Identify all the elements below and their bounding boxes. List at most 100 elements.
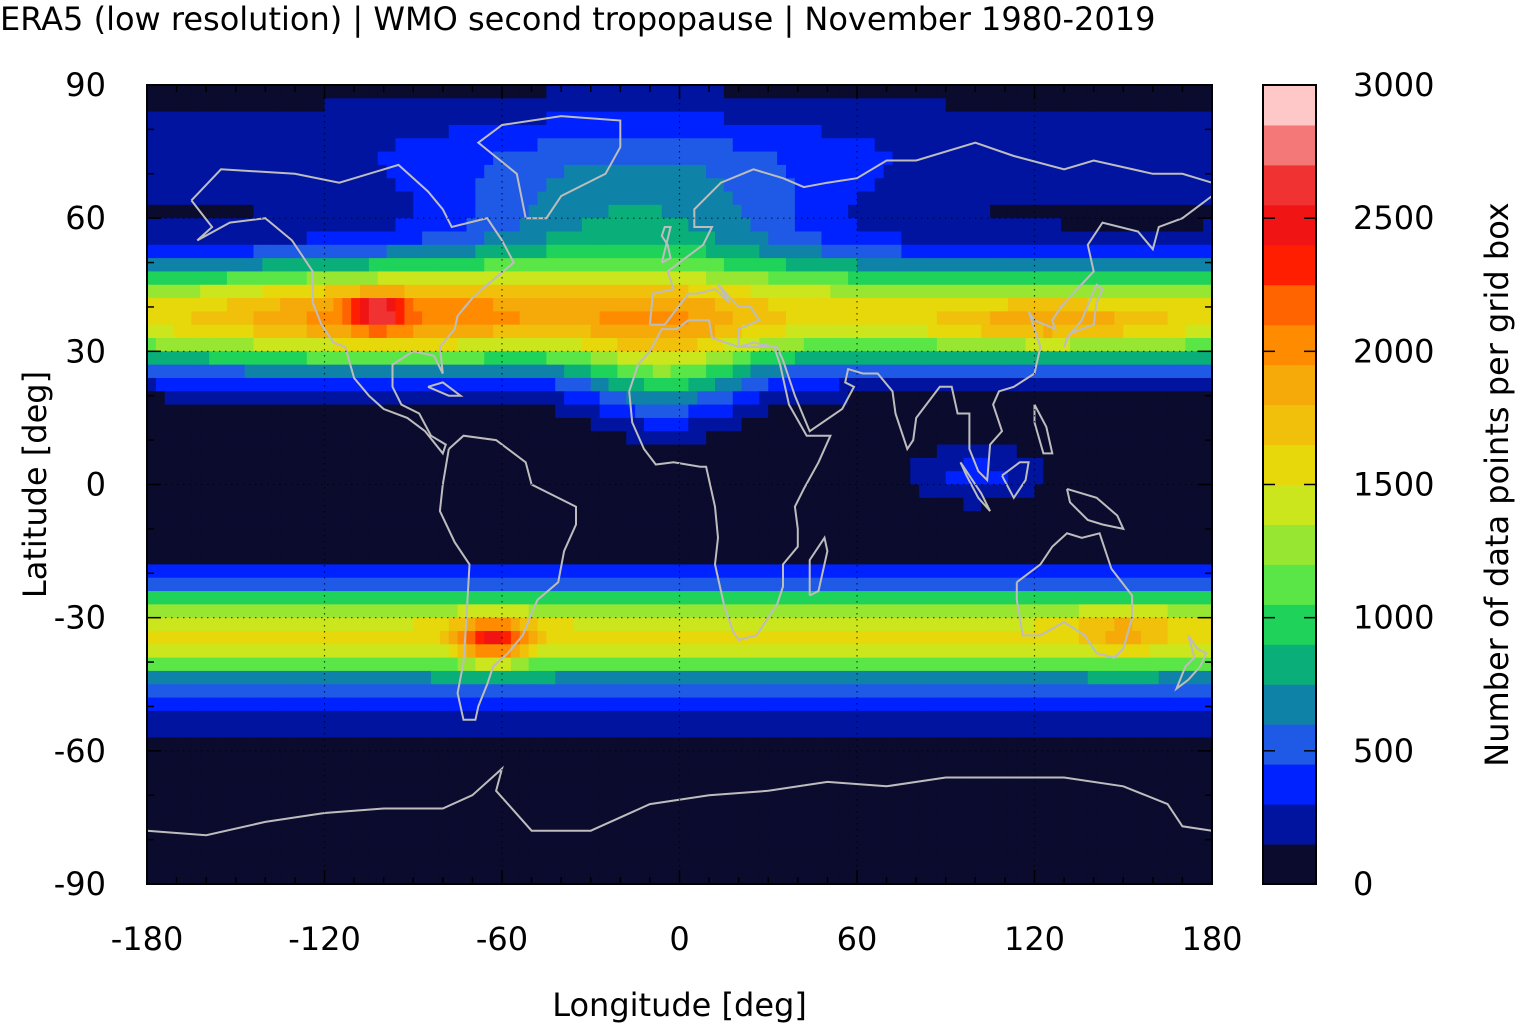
heatmap-cell bbox=[191, 204, 201, 219]
heatmap-cell bbox=[413, 564, 423, 579]
heatmap-cell bbox=[732, 218, 743, 233]
heatmap-cell bbox=[1070, 417, 1080, 432]
heatmap-cell bbox=[484, 218, 494, 233]
heatmap-cell bbox=[759, 298, 769, 312]
heatmap-cell bbox=[333, 497, 343, 512]
heatmap-cell bbox=[963, 271, 973, 286]
heatmap-cell bbox=[546, 564, 556, 579]
heatmap-cell bbox=[1070, 377, 1080, 392]
heatmap-cell bbox=[919, 191, 929, 206]
heatmap-cell bbox=[564, 457, 574, 472]
heatmap-cell bbox=[963, 404, 973, 419]
heatmap-cell bbox=[182, 564, 192, 579]
heatmap-cell bbox=[351, 258, 361, 273]
heatmap-cell bbox=[626, 338, 636, 352]
heatmap-cell bbox=[484, 591, 494, 605]
heatmap-cell bbox=[546, 431, 556, 446]
heatmap-cell bbox=[928, 351, 938, 366]
heatmap-cell bbox=[777, 284, 787, 299]
heatmap-cell bbox=[688, 124, 698, 139]
heatmap-cell bbox=[182, 138, 192, 153]
heatmap-cell bbox=[670, 311, 681, 326]
heatmap-cell bbox=[413, 85, 423, 99]
heatmap-cell bbox=[1149, 271, 1160, 286]
heatmap-cell bbox=[928, 218, 938, 233]
heatmap-cell bbox=[706, 178, 716, 193]
heatmap-cell bbox=[963, 151, 973, 166]
heatmap-cell bbox=[280, 617, 290, 632]
heatmap-cell bbox=[493, 377, 503, 392]
heatmap-cell bbox=[892, 444, 902, 459]
heatmap-cell bbox=[164, 324, 175, 339]
heatmap-cell bbox=[972, 111, 982, 126]
heatmap-cell bbox=[661, 178, 672, 193]
heatmap-cell bbox=[502, 284, 512, 299]
heatmap-cell bbox=[297, 577, 308, 592]
heatmap-cell bbox=[803, 244, 814, 259]
heatmap-cell bbox=[342, 298, 352, 312]
heatmap-cell bbox=[546, 98, 556, 113]
heatmap-cell bbox=[1096, 404, 1107, 419]
heatmap-cell bbox=[626, 497, 636, 512]
heatmap-cell bbox=[395, 351, 405, 366]
heatmap-cell bbox=[883, 111, 894, 126]
heatmap-cell bbox=[670, 471, 681, 486]
heatmap-cell bbox=[679, 271, 689, 286]
heatmap-cell bbox=[324, 85, 334, 99]
heatmap-cell bbox=[857, 311, 867, 326]
heatmap-cell bbox=[1025, 457, 1036, 472]
heatmap-cell bbox=[306, 484, 317, 499]
heatmap-cell bbox=[715, 617, 725, 632]
heatmap-cell bbox=[226, 404, 237, 419]
heatmap-cell bbox=[1052, 537, 1062, 552]
heatmap-cell bbox=[164, 351, 175, 366]
heatmap-cell bbox=[1203, 124, 1213, 139]
heatmap-cell bbox=[972, 338, 982, 352]
heatmap-cell bbox=[475, 151, 485, 166]
heatmap-cell bbox=[235, 564, 246, 579]
heatmap-cell bbox=[892, 457, 902, 472]
heatmap-cell bbox=[803, 617, 814, 632]
heatmap-cell bbox=[768, 351, 778, 366]
heatmap-cell bbox=[448, 444, 459, 459]
heatmap-cell bbox=[865, 258, 876, 273]
heatmap-cell bbox=[786, 617, 796, 632]
heatmap-cell bbox=[981, 484, 991, 499]
heatmap-cell bbox=[617, 431, 627, 446]
heatmap-cell bbox=[857, 497, 867, 512]
heatmap-cell bbox=[954, 218, 965, 233]
heatmap-cell bbox=[386, 311, 397, 326]
heatmap-cell bbox=[936, 284, 947, 299]
heatmap-cell bbox=[1132, 164, 1142, 179]
heatmap-cell bbox=[226, 324, 237, 339]
heatmap-cell bbox=[297, 484, 308, 499]
heatmap-cell bbox=[874, 151, 885, 166]
heatmap-cell bbox=[1052, 577, 1062, 592]
heatmap-cell bbox=[262, 604, 272, 619]
heatmap-cell bbox=[688, 284, 698, 299]
heatmap-cell bbox=[315, 284, 326, 299]
heatmap-cell bbox=[1025, 231, 1036, 246]
heatmap-cell bbox=[1114, 204, 1124, 219]
heatmap-cell bbox=[1114, 218, 1124, 233]
heatmap-cell bbox=[812, 138, 823, 153]
heatmap-cell bbox=[821, 138, 831, 153]
heatmap-cell bbox=[1167, 564, 1178, 579]
heatmap-cell bbox=[404, 191, 414, 206]
heatmap-cell bbox=[892, 191, 902, 206]
heatmap-cell bbox=[706, 511, 716, 526]
heatmap-cell bbox=[333, 164, 343, 179]
heatmap-cell bbox=[386, 591, 397, 605]
heatmap-cell bbox=[209, 391, 219, 406]
heatmap-cell bbox=[803, 204, 814, 219]
heatmap-cell bbox=[741, 617, 752, 632]
heatmap-cell bbox=[422, 591, 432, 605]
heatmap-cell bbox=[936, 497, 947, 512]
heatmap-cell bbox=[999, 311, 1009, 326]
heatmap-cell bbox=[581, 417, 592, 432]
heatmap-cell bbox=[510, 511, 521, 526]
heatmap-cell bbox=[732, 324, 743, 339]
heatmap-cell bbox=[457, 178, 468, 193]
heatmap-cell bbox=[901, 178, 911, 193]
heatmap-cell bbox=[360, 178, 370, 193]
